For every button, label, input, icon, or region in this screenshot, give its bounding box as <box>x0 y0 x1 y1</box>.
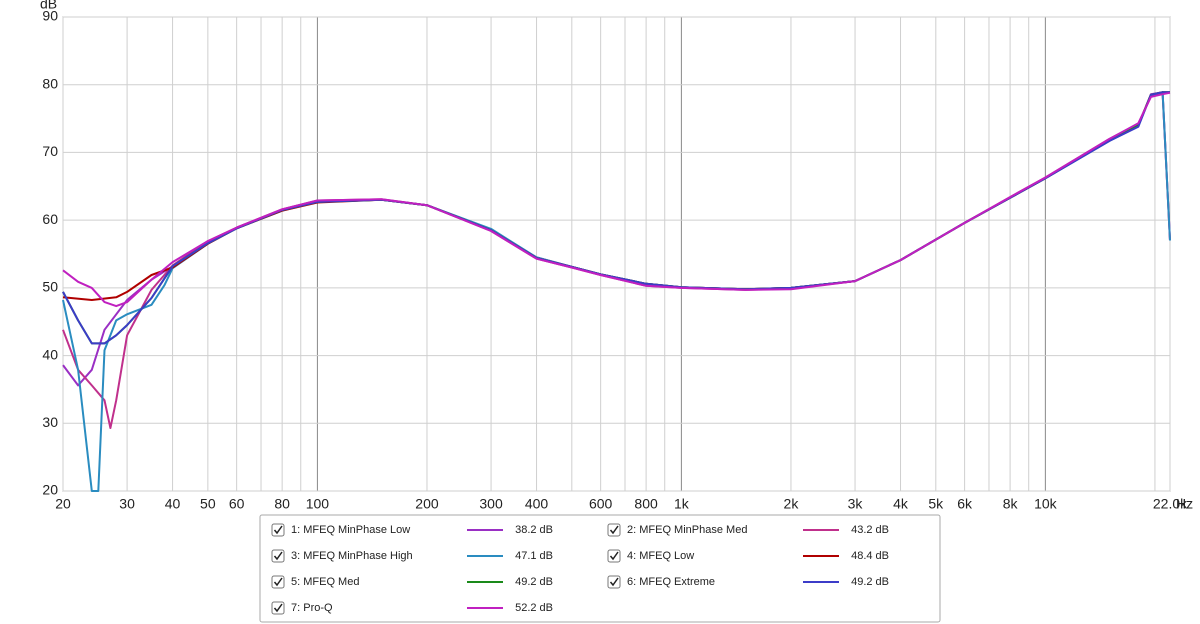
legend-checkbox[interactable] <box>271 523 285 537</box>
x-tick-label: 400 <box>525 496 549 512</box>
x-tick-label: 3k <box>848 496 864 512</box>
legend-checkbox[interactable] <box>271 575 285 589</box>
y-tick-label: 50 <box>42 279 58 295</box>
x-axis-label: Hz <box>1176 496 1193 512</box>
x-tick-label: 10k <box>1034 496 1058 512</box>
x-tick-label: 50 <box>200 496 216 512</box>
x-tick-label: 60 <box>229 496 245 512</box>
legend-level: 52.2 dB <box>515 602 553 614</box>
x-tick-label: 6k <box>957 496 973 512</box>
legend-checkbox[interactable] <box>607 523 621 537</box>
legend-level: 48.4 dB <box>851 550 889 562</box>
legend-item[interactable]: 7: Pro-Q 52.2 dB <box>271 601 553 615</box>
legend-level: 38.2 dB <box>515 524 553 536</box>
checkmark <box>273 551 283 561</box>
x-tick-label: 800 <box>634 496 658 512</box>
legend-item[interactable]: 6: MFEQ Extreme 49.2 dB <box>607 575 889 589</box>
y-axis-label: dB <box>40 0 57 12</box>
x-tick-label: 4k <box>893 496 909 512</box>
legend-checkbox[interactable] <box>607 549 621 563</box>
legend <box>259 514 941 623</box>
legend-checkbox[interactable] <box>607 575 621 589</box>
checkmark <box>273 525 283 535</box>
legend-label: 5: MFEQ Med <box>291 576 359 588</box>
x-tick-label: 600 <box>589 496 613 512</box>
legend-label: 1: MFEQ MinPhase Low <box>291 524 410 536</box>
x-tick-label: 200 <box>415 496 439 512</box>
y-tick-label: 90 <box>42 8 58 24</box>
x-tick-label: 30 <box>119 496 135 512</box>
x-tick-label: 300 <box>479 496 503 512</box>
checkmark <box>609 525 619 535</box>
plot-area <box>62 16 1171 492</box>
checkmark <box>273 577 283 587</box>
legend-item[interactable]: 1: MFEQ MinPhase Low 38.2 dB <box>271 523 553 537</box>
checkmark <box>273 603 283 613</box>
x-tick-label: 5k <box>928 496 944 512</box>
y-tick-label: 20 <box>42 482 58 498</box>
legend-checkbox[interactable] <box>271 549 285 563</box>
x-tick-label: 40 <box>165 496 181 512</box>
x-tick-label: 1k <box>674 496 690 512</box>
y-tick-label: 80 <box>42 75 58 91</box>
x-tick-label: 20 <box>55 496 71 512</box>
y-tick-label: 30 <box>42 414 58 430</box>
legend-item[interactable]: 5: MFEQ Med 49.2 dB <box>271 575 553 589</box>
curve <box>62 91 1171 308</box>
legend-level: 43.2 dB <box>851 524 889 536</box>
x-tick-label: 100 <box>306 496 330 512</box>
legend-item[interactable]: 2: MFEQ MinPhase Med 43.2 dB <box>607 523 889 537</box>
checkmark <box>609 551 619 561</box>
legend-label: 6: MFEQ Extreme <box>627 576 715 588</box>
y-tick-label: 70 <box>42 143 58 159</box>
legend-checkbox[interactable] <box>271 601 285 615</box>
legend-label: 7: Pro-Q <box>291 602 333 614</box>
x-tick-label: 2k <box>784 496 800 512</box>
x-tick-label: 22.0k <box>1153 496 1188 512</box>
legend-label: 3: MFEQ MinPhase High <box>291 550 413 562</box>
legend-item[interactable]: 3: MFEQ MinPhase High 47.1 dB <box>271 549 553 563</box>
y-tick-label: 40 <box>42 346 58 362</box>
legend-level: 47.1 dB <box>515 550 553 562</box>
legend-level: 49.2 dB <box>515 576 553 588</box>
x-tick-label: 80 <box>274 496 290 512</box>
x-tick-label: 8k <box>1003 496 1019 512</box>
legend-label: 4: MFEQ Low <box>627 550 694 562</box>
checkmark <box>609 577 619 587</box>
legend-level: 49.2 dB <box>851 576 889 588</box>
legend-label: 2: MFEQ MinPhase Med <box>627 524 747 536</box>
legend-item[interactable]: 4: MFEQ Low 48.4 dB <box>607 549 889 563</box>
y-tick-label: 60 <box>42 211 58 227</box>
